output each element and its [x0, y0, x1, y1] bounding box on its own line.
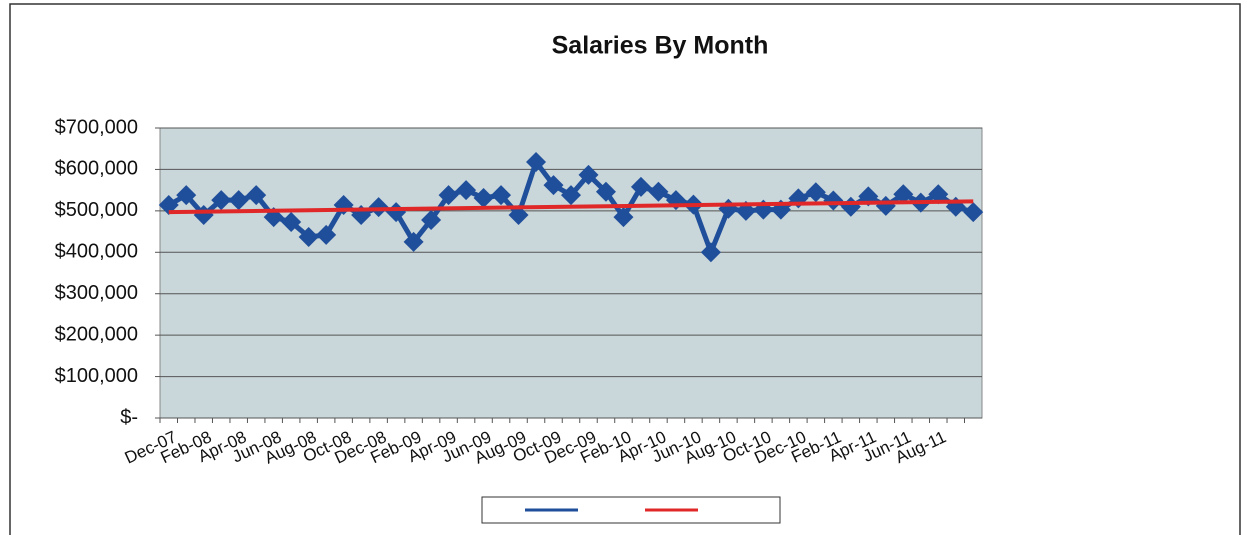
y-tick-label: $400,000 [55, 241, 138, 263]
trend-line [168, 199, 974, 215]
data-point [438, 185, 459, 206]
data-point [700, 242, 721, 263]
data-point [630, 176, 651, 197]
y-tick-label: $600,000 [55, 158, 138, 180]
data-point [421, 209, 442, 230]
data-point [228, 190, 249, 211]
data-point [281, 212, 302, 233]
data-point [893, 184, 914, 205]
data-point [963, 202, 984, 223]
y-tick-label: $200,000 [55, 323, 138, 345]
y-tick-label: $500,000 [55, 199, 138, 221]
data-point [578, 164, 599, 185]
y-tick-label: $700,000 [55, 116, 138, 138]
data-point [595, 181, 616, 202]
data-point [648, 181, 669, 202]
data-point [211, 190, 232, 211]
y-tick-label: $300,000 [55, 282, 138, 304]
legend [481, 496, 781, 524]
y-tick-label: $100,000 [55, 365, 138, 387]
data-point [561, 185, 581, 206]
data-point [368, 197, 389, 218]
data-point [613, 207, 634, 228]
data-point [316, 224, 337, 245]
data-point [491, 185, 512, 206]
data-point [823, 190, 844, 211]
plot-area [159, 127, 983, 419]
data-point [473, 188, 494, 209]
data-point [526, 151, 547, 172]
data-point [176, 185, 197, 206]
data-point [403, 231, 424, 252]
chart-title: Salaries By Month [552, 32, 769, 60]
y-tick-label: $- [120, 406, 138, 428]
data-point [298, 226, 319, 247]
data-point [456, 180, 477, 201]
data-point [508, 205, 529, 225]
data-point [543, 175, 564, 196]
data-point [246, 185, 267, 206]
chart-frame [9, 3, 1241, 535]
data-point [928, 184, 949, 205]
data-point [805, 182, 826, 203]
